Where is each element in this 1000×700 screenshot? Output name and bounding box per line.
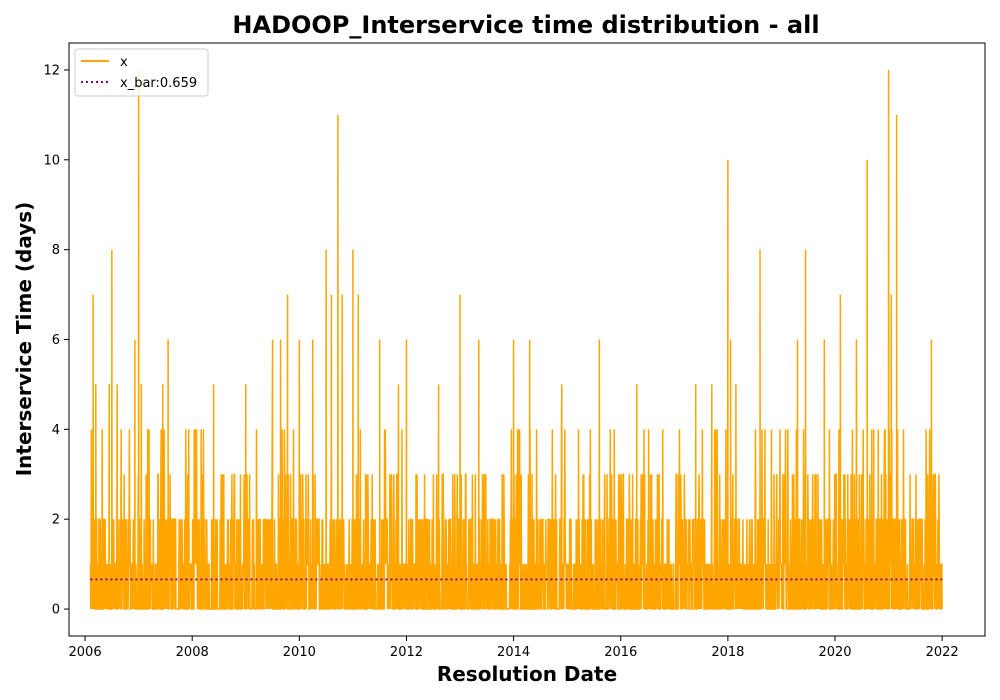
y-tick-label: 8: [52, 243, 60, 258]
y-axis: 0 2 4 6 8 10 12: [43, 63, 69, 618]
legend: x x_bar:0.659: [74, 48, 209, 97]
plot-area: [89, 69, 943, 610]
y-tick-label: 2: [52, 513, 60, 528]
x-tick-label: 2014: [497, 645, 530, 660]
legend-label-x: x: [120, 55, 128, 70]
x-tick-label: 2012: [390, 645, 423, 660]
legend-label-x-bar: x_bar:0.659: [120, 76, 197, 91]
y-axis-title: Interservice Time (days): [12, 202, 36, 477]
y-tick-label: 6: [52, 333, 60, 348]
y-tick-label: 10: [43, 153, 60, 168]
x-tick-label: 2018: [711, 645, 744, 660]
y-tick-label: 0: [52, 603, 60, 618]
x-tick-label: 2022: [926, 645, 959, 660]
chart-title: HADOOP_Interservice time distribution - …: [232, 11, 819, 39]
y-tick-label: 4: [52, 423, 60, 438]
x-axis: 2006 2008 2010 2012 2014 2016 2018 2020 2022: [69, 636, 959, 660]
x-tick-label: 2020: [818, 645, 851, 660]
x-tick-label: 2006: [69, 645, 102, 660]
x-axis-title: Resolution Date: [437, 662, 617, 686]
x-tick-label: 2016: [604, 645, 637, 660]
series-x-line: [89, 69, 943, 610]
x-tick-label: 2010: [283, 645, 316, 660]
y-tick-label: 12: [43, 63, 60, 78]
x-tick-label: 2008: [176, 645, 209, 660]
